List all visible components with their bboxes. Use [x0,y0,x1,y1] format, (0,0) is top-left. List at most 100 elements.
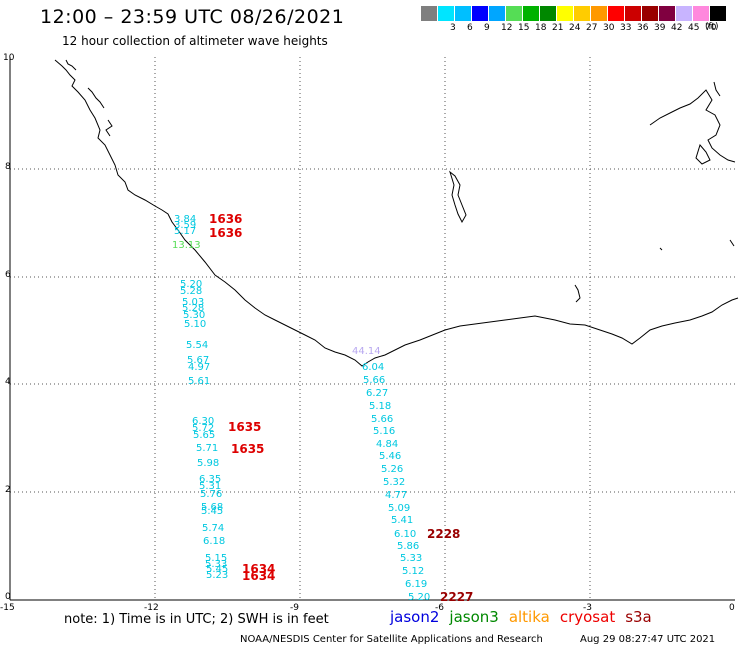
pass-time-label: 2227 [440,590,474,604]
wave-height-label: 6.04 [362,362,385,373]
wave-height-label: 6.30 [192,416,215,427]
page-subtitle: 12 hour collection of altimeter wave hei… [62,34,328,48]
wave-height-label: 5.17 [174,226,197,237]
y-tick-label: 8 [5,162,11,172]
coastline [54,59,739,367]
x-tick-label: 0 [729,603,735,613]
pass-time-label: 1634 [242,569,276,583]
wave-height-label: 3.59 [174,220,197,231]
legend-swatch [710,6,727,21]
wave-height-label: 3.84 [174,214,197,225]
legend-swatch-label: 45 [688,23,700,33]
pass-time-label: 1634 [242,562,276,576]
pass-time-label: 1635 [228,420,262,434]
wave-height-label: 4.84 [376,439,399,450]
wave-height-label: 5.20 [180,279,203,290]
legend-swatch: 42 [659,6,682,33]
mission-label: jason2 [390,608,440,626]
wave-height-label: 6.19 [405,579,428,590]
wave-height-label: 5.15 [205,553,228,564]
mission-label: altika [508,608,550,626]
x-tick-label: -12 [144,603,159,613]
wave-height-label: 4.97 [188,362,211,373]
legend-swatch: 15 [506,6,529,33]
legend-swatch: 33 [608,6,631,33]
legend-swatch: 27 [574,6,597,33]
legend-swatch-label: 3 [450,23,456,33]
wave-height-label: 5.65 [193,430,216,441]
legend-swatch-label: 27 [586,23,598,33]
x-tick-label: -3 [583,603,592,613]
wave-height-label: 5.72 [192,423,215,434]
grid-lines [10,57,735,600]
legend-swatch-label: 6 [467,23,473,33]
wave-height-label: 5.32 [383,477,406,488]
wave-height-label: 6.35 [199,474,222,485]
legend-swatch: 24 [557,6,580,33]
mission-legend: jason2 jason3 altika cryosat s3a [390,608,652,626]
x-tick-label: -9 [290,603,299,613]
mission-label: cryosat [559,608,616,626]
wave-height-label: 5.71 [196,443,219,454]
legend-swatch: 30 [591,6,614,33]
y-tick-label: 0 [5,592,11,602]
color-legend: 3 6 9 12 15 18 21 24 27 30 33 36 39 42 45 70 [421,6,727,33]
wave-height-label: 5.16 [373,426,396,437]
wave-height-label: 5.12 [402,566,425,577]
x-tick-label: -6 [435,603,444,613]
generation-timestamp: Aug 29 08:27:47 UTC 2021 [580,634,716,645]
credit-line: NOAA/NESDIS Center for Satellite Applica… [240,634,543,645]
wave-height-label: 5.03 [182,297,205,308]
legend-swatch-label: 9 [484,23,490,33]
legend-swatch-label: 42 [671,23,683,33]
wave-height-label: 6.27 [366,388,389,399]
legend-swatch: 3 [438,6,456,33]
wave-height-label: 5.10 [184,319,207,330]
legend-unit: (ft) [705,22,719,32]
pass-time-label: 2228 [427,527,461,541]
page-title: 12:00 – 23:59 UTC 08/26/2021 [40,6,345,28]
wave-height-label: 5.33 [400,553,423,564]
wave-height-label: 5.45 [206,564,229,575]
pass-time-label: 1636 [209,212,243,226]
legend-swatch-label: 30 [603,23,615,33]
legend-swatch: 9 [472,6,490,33]
wave-height-label: 5.09 [388,503,411,514]
wave-height-label: 5.54 [186,340,209,351]
legend-swatch-label: 15 [518,23,530,33]
wave-height-label: 5.61 [188,376,211,387]
legend-swatch-label: 24 [569,23,581,33]
wave-height-label: 4.77 [385,490,408,501]
wave-height-label: 5.74 [202,523,225,534]
wave-height-label: 5.46 [379,451,402,462]
wave-height-label: 5.41 [391,515,414,526]
y-tick-label: 2 [5,485,11,495]
wave-height-label: 5.20 [408,592,431,603]
wave-height-label: 5.28 [180,286,203,297]
legend-swatch: 18 [523,6,546,33]
legend-swatch-label: 70 [705,23,717,33]
legend-swatch: 36 [625,6,648,33]
mission-label: s3a [625,608,652,626]
y-tick-label: 4 [5,377,11,387]
wave-height-label: 6.18 [203,536,226,547]
wave-height-label: 5.33 [205,559,228,570]
legend-swatch: 39 [642,6,665,33]
plot-frame [9,57,735,601]
legend-swatch-label: 36 [637,23,649,33]
wave-height-label: 5.68 [201,502,224,513]
legend-swatch: 12 [489,6,512,33]
wave-height-label: 44.14 [352,346,381,357]
wave-height-label: 5.86 [397,541,420,552]
wave-height-label: 5.66 [363,375,386,386]
wave-height-label: 5.28 [182,303,205,314]
wave-height-label: 13.13 [172,240,201,251]
legend-swatch: 45 [676,6,699,33]
legend-swatch-label: 33 [620,23,632,33]
wave-height-label: 5.31 [199,481,222,492]
legend-swatch-label: 21 [552,23,564,33]
wave-height-label: 5.45 [201,506,224,517]
legend-swatch: 70 [693,6,716,33]
y-tick-label: 6 [5,270,11,280]
legend-swatch: 21 [540,6,563,33]
